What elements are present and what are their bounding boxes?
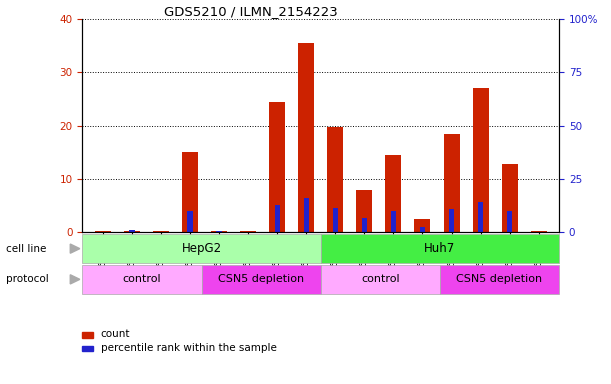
Bar [274,205,280,232]
Bar [333,209,338,232]
Text: count: count [101,329,130,339]
Bar [440,265,559,294]
Bar [531,231,547,232]
Bar [202,265,321,294]
Bar [449,209,454,232]
Bar [124,231,140,232]
Text: protocol: protocol [6,274,49,285]
Bar [420,227,425,232]
Bar [414,219,431,232]
Text: percentile rank within the sample: percentile rank within the sample [101,343,277,353]
Bar [444,134,459,232]
Bar [298,43,314,232]
Bar [82,265,202,294]
Bar [478,202,483,232]
Bar [304,198,309,232]
Bar [391,211,396,232]
Bar [211,231,227,232]
Text: HepG2: HepG2 [181,242,222,255]
Bar [327,127,343,232]
Bar [473,88,489,232]
Text: control: control [361,274,400,285]
Bar [182,152,198,232]
Text: control: control [123,274,161,285]
Bar [188,211,192,232]
Text: Huh7: Huh7 [424,242,456,255]
Bar [507,211,512,232]
Bar [240,231,256,232]
Bar [386,155,401,232]
Bar [362,218,367,232]
Bar [130,230,134,232]
Text: cell line: cell line [6,243,46,254]
Bar [153,231,169,232]
Bar [95,231,111,232]
Text: GDS5210 / ILMN_2154223: GDS5210 / ILMN_2154223 [164,5,337,18]
Bar [321,234,559,263]
Bar [321,265,440,294]
Text: CSN5 depletion: CSN5 depletion [218,274,304,285]
Bar [502,164,518,232]
Bar [356,190,372,232]
Text: CSN5 depletion: CSN5 depletion [456,274,543,285]
Bar [216,231,222,232]
Bar [269,102,285,232]
Bar [82,234,321,263]
